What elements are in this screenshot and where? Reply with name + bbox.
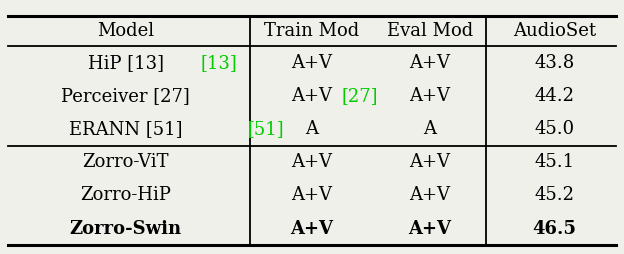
- Text: A+V: A+V: [409, 219, 452, 237]
- Text: [27]: [27]: [341, 87, 378, 105]
- Text: A+V: A+V: [291, 153, 333, 171]
- Text: Zorro-HiP: Zorro-HiP: [80, 186, 171, 204]
- Text: [13]: [13]: [201, 54, 238, 72]
- Text: A+V: A+V: [409, 153, 451, 171]
- Text: AudioSet: AudioSet: [513, 22, 596, 40]
- Text: HiP [13]: HiP [13]: [87, 54, 163, 72]
- Text: [51]: [51]: [248, 120, 285, 138]
- Text: Model: Model: [97, 22, 154, 40]
- Text: Zorro-ViT: Zorro-ViT: [82, 153, 169, 171]
- Text: 45.0: 45.0: [534, 120, 574, 138]
- Text: Train Mod: Train Mod: [265, 22, 359, 40]
- Text: ERANN [51]: ERANN [51]: [69, 120, 182, 138]
- Text: 44.2: 44.2: [534, 87, 574, 105]
- Text: 45.2: 45.2: [534, 186, 574, 204]
- Text: A+V: A+V: [409, 54, 451, 72]
- Text: [51]: [51]: [248, 120, 285, 138]
- Text: A+V: A+V: [409, 186, 451, 204]
- Text: A: A: [424, 120, 437, 138]
- Text: Eval Mod: Eval Mod: [387, 22, 473, 40]
- Text: A+V: A+V: [291, 54, 333, 72]
- Text: Zorro-Swin: Zorro-Swin: [69, 219, 182, 237]
- Text: [27]: [27]: [341, 87, 378, 105]
- Text: A+V: A+V: [291, 87, 333, 105]
- Text: A+V: A+V: [291, 186, 333, 204]
- Text: A+V: A+V: [409, 87, 451, 105]
- Text: A: A: [306, 120, 318, 138]
- Text: Perceiver [27]: Perceiver [27]: [61, 87, 190, 105]
- Text: 46.5: 46.5: [532, 219, 577, 237]
- Text: 43.8: 43.8: [534, 54, 575, 72]
- Text: A+V: A+V: [291, 219, 333, 237]
- Text: [13]: [13]: [201, 54, 238, 72]
- Text: 45.1: 45.1: [534, 153, 574, 171]
